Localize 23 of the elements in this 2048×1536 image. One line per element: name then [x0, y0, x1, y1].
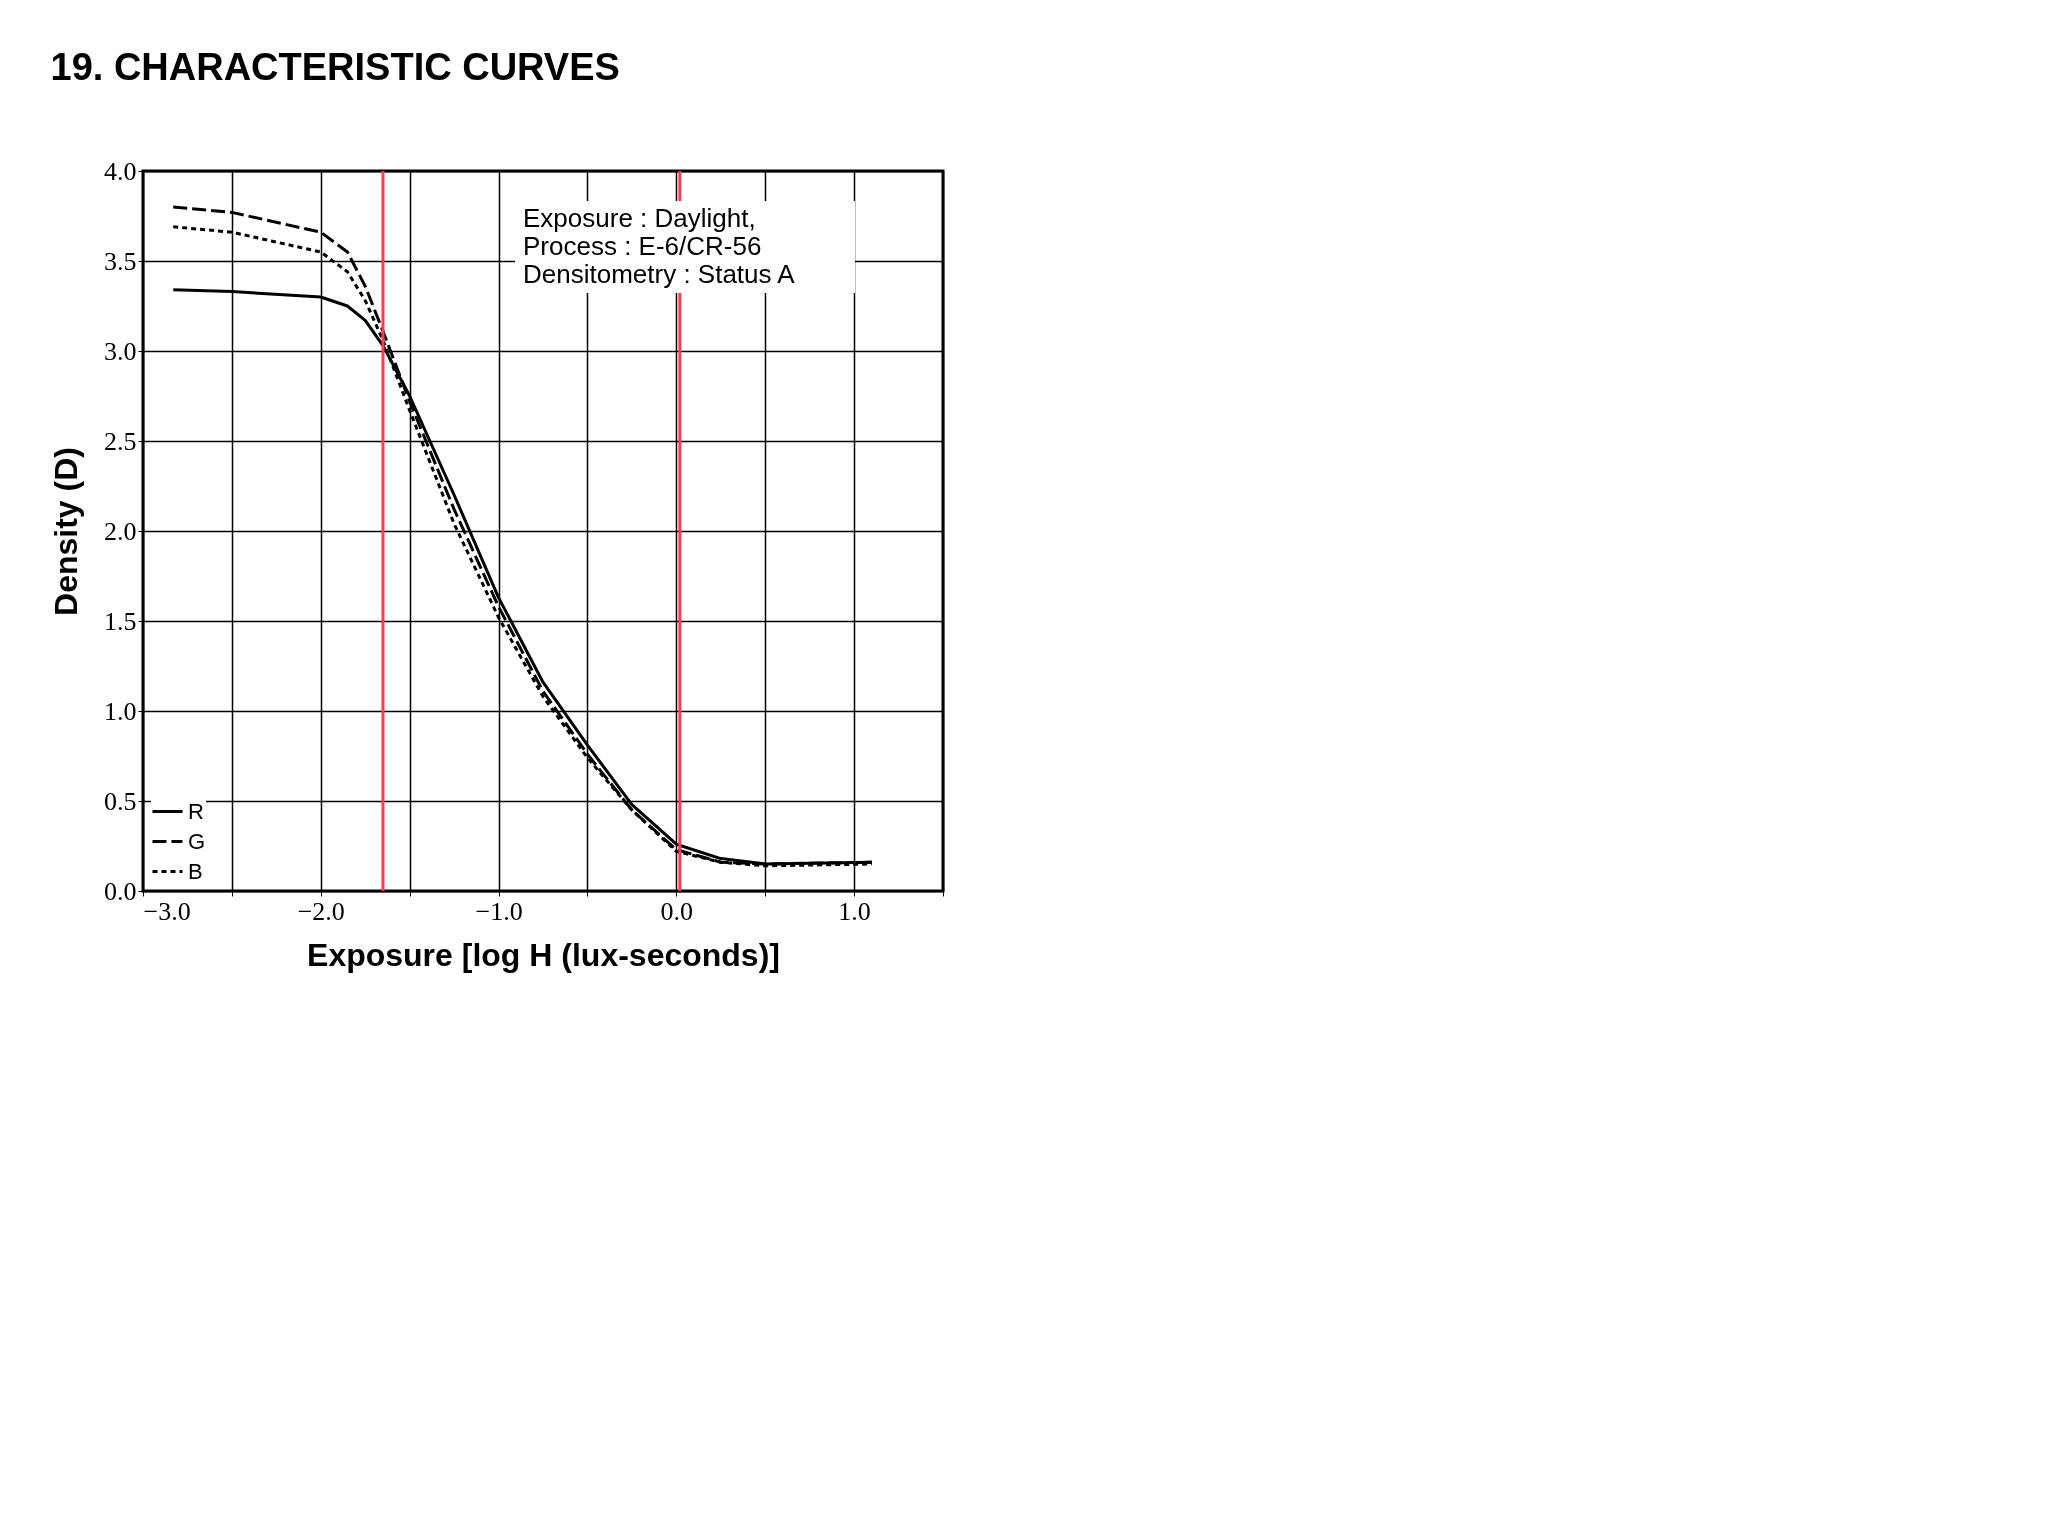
- legend-label: G: [188, 828, 206, 854]
- y-tick-label: 2.5: [104, 426, 137, 456]
- annotation: Densitometry : Status A: [523, 259, 796, 289]
- x-tick-label: −3.0: [143, 896, 191, 926]
- legend-label: R: [188, 798, 204, 824]
- y-tick-label: 1.5: [104, 606, 137, 636]
- legend-label: B: [188, 858, 203, 884]
- y-tick-label: 4.0: [104, 156, 137, 186]
- x-tick-label: −1.0: [475, 896, 523, 926]
- chart-title: 19. CHARACTERISTIC CURVES: [50, 46, 620, 88]
- annotation: Exposure : Daylight,: [523, 203, 756, 233]
- y-tick-label: 2.0: [104, 516, 137, 546]
- y-tick-label: 1.0: [104, 696, 137, 726]
- y-axis-title: Density (D): [48, 447, 84, 616]
- x-axis-title: Exposure [log H (lux-seconds)]: [307, 936, 780, 973]
- x-tick-label: −2.0: [297, 896, 345, 926]
- x-tick-label: 1.0: [838, 896, 871, 926]
- x-tick-label: 0.0: [660, 896, 694, 926]
- y-tick-label: 0.0: [104, 876, 137, 906]
- annotation: Process : E-6/CR-56: [523, 231, 762, 261]
- y-tick-label: 3.0: [104, 336, 137, 366]
- y-tick-label: 3.5: [104, 246, 137, 276]
- y-tick-label: 0.5: [104, 786, 137, 816]
